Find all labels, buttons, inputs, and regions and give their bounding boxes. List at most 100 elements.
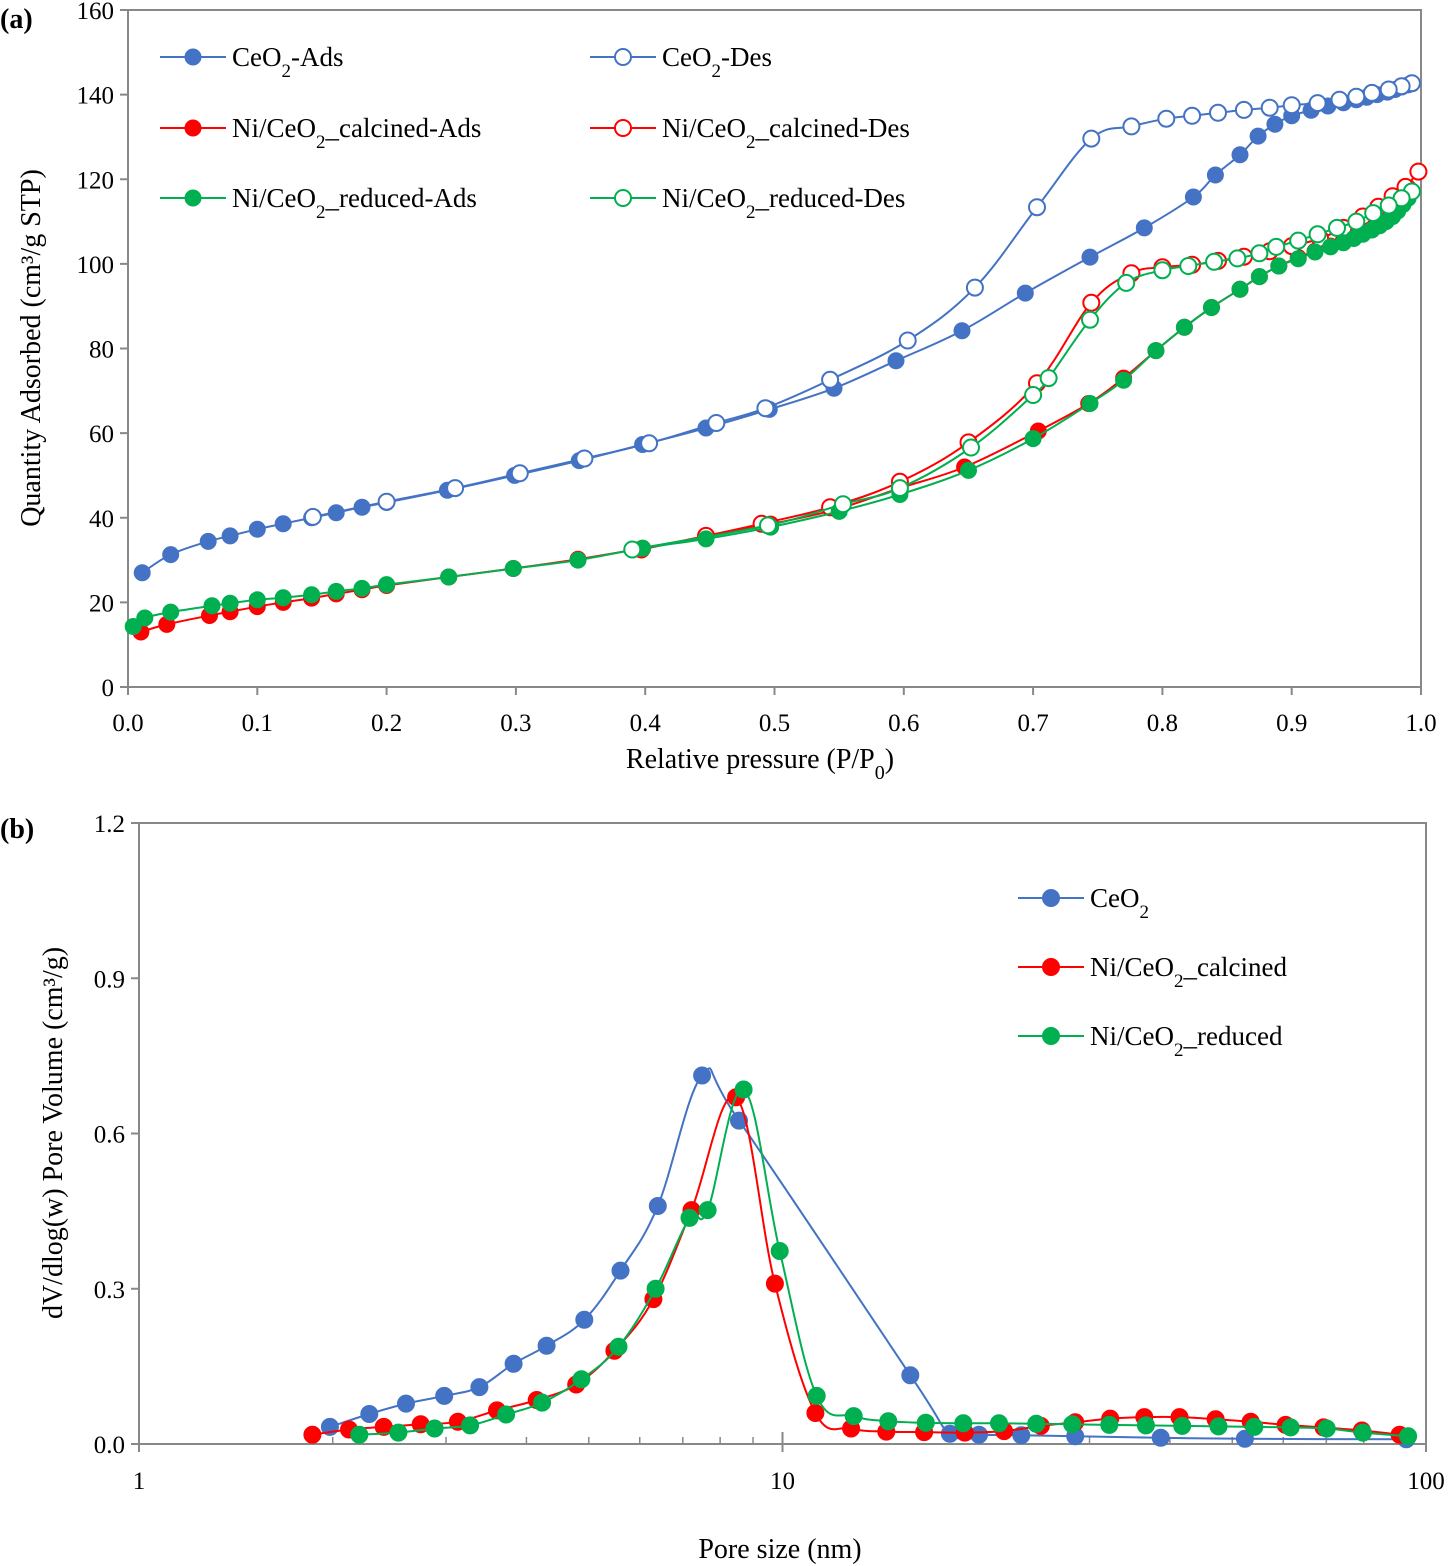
- panel-a-data-point: [1228, 249, 1247, 268]
- legend-marker: [184, 119, 202, 137]
- panel-a-data-point: [575, 449, 594, 468]
- panel-a-data-point: [965, 278, 984, 297]
- panel-a-data-point: [1347, 87, 1366, 106]
- panel-a-x-tick-label: 0.4: [630, 710, 662, 737]
- panel-a-legend-label: Ni/CeO2_calcined-Des: [662, 113, 910, 153]
- panel-a-legend-item: CeO2-Ads: [160, 42, 344, 82]
- panel-a-data-point: [248, 520, 266, 538]
- panel-a-data-point: [136, 609, 154, 627]
- panel-b-plot-frame: [138, 822, 1427, 1445]
- panel-b-data-point: [572, 1370, 591, 1389]
- panel-b-series-0: [320, 1066, 1416, 1449]
- panel-a-x-tick-label: 0.2: [371, 710, 402, 737]
- panel-b-data-point: [425, 1419, 444, 1438]
- panel-a-data-point: [759, 516, 777, 535]
- panel-a-legend-label: Ni/CeO2_calcined-Ads: [232, 113, 481, 153]
- panel-b-data-point: [470, 1378, 489, 1397]
- panel-a-data-point: [133, 564, 151, 582]
- panel-a-y-tick-label: 100: [77, 252, 115, 279]
- panel-b-data-point: [806, 1404, 825, 1422]
- panel-a-series-3: [632, 162, 1428, 559]
- panel-b-data-point: [360, 1405, 379, 1423]
- panel-a-data-point: [1250, 268, 1268, 286]
- panel-b-data-point: [1100, 1415, 1119, 1434]
- panel-b-y-tick-label: 0.6: [94, 1122, 125, 1149]
- legend-marker: [614, 48, 632, 66]
- panel-a-x-tick-label: 0.3: [500, 710, 531, 737]
- panel-a-data-point: [1289, 250, 1307, 268]
- panel-a-data-point: [162, 546, 180, 564]
- panel-a-y-tick-label: 0: [102, 675, 115, 702]
- panel-b-data-point: [844, 1407, 863, 1426]
- panel-a-y-tick-label: 120: [77, 167, 115, 194]
- panel-b-data-point: [990, 1414, 1008, 1433]
- panel-b-data-point: [765, 1274, 784, 1293]
- panel-a-series-5: [623, 182, 1421, 559]
- panel-a-x-tick-label: 0.5: [759, 710, 790, 737]
- panel-b-data-point: [680, 1208, 699, 1227]
- panel-a-legend-item: Ni/CeO2_calcined-Des: [590, 113, 910, 153]
- legend-marker: [1042, 889, 1060, 907]
- panel-b-data-point: [730, 1111, 748, 1130]
- panel-b-data-point: [1353, 1423, 1372, 1442]
- panel-b-y-tick-label: 0.9: [94, 966, 125, 993]
- panel-b-data-point: [879, 1412, 898, 1431]
- panel-a-x-tick-label: 0.6: [888, 710, 919, 737]
- panel-a-x-tick-label: 1.0: [1405, 710, 1436, 737]
- panel-a-data-point: [248, 591, 266, 609]
- panel-b-data-point: [901, 1366, 920, 1385]
- panel-a-data-point: [707, 414, 726, 432]
- panel-b-series-line: [329, 1067, 1407, 1441]
- panel-a-data-point: [1409, 162, 1428, 181]
- panel-b-legend-item: Ni/CeO2_calcined: [1018, 952, 1287, 992]
- panel-a-data-point: [1362, 83, 1381, 102]
- panel-b-label: (b): [0, 814, 34, 845]
- panel-a-series-line: [641, 170, 1420, 551]
- panel-b-data-point: [504, 1354, 523, 1373]
- panel-b-x-axis-title: Pore size (nm): [698, 1534, 861, 1565]
- panel-b-series: [303, 1066, 1418, 1449]
- panel-a-data-point: [1379, 196, 1398, 215]
- panel-a-legend-label: CeO2-Ads: [232, 42, 344, 82]
- panel-a-data-point: [327, 582, 345, 600]
- panel-a-data-point: [623, 540, 642, 559]
- panel-a-data-point: [962, 438, 980, 457]
- panel-a-data-point: [1175, 318, 1193, 336]
- panel-a-series-4: [124, 189, 1417, 635]
- panel-b-data-point: [1281, 1418, 1300, 1437]
- panel-b-x-tick-label: 10: [770, 1468, 795, 1495]
- panel-a-data-point: [1179, 257, 1198, 275]
- panel-b-data-point: [303, 1425, 322, 1444]
- panel-a-data-point: [1081, 310, 1099, 329]
- panel-a-x-ticks: 0.0 0.1 0.2 0.3 0.4 0.5 0.6 0.7 0.8 0.9 1.0: [112, 687, 1437, 737]
- legend-marker: [614, 119, 632, 137]
- panel-a-data-point: [1135, 219, 1153, 237]
- panel-a-data-point: [303, 507, 322, 526]
- panel-b-y-tick-label: 1.2: [94, 811, 125, 838]
- panel-b-data-point: [537, 1336, 556, 1355]
- panel-b-data-point: [1235, 1429, 1254, 1448]
- panel-a-data-point: [1153, 261, 1172, 280]
- panel-a-data-point: [1081, 248, 1099, 266]
- panel-a-data-point: [1209, 103, 1227, 122]
- panel-a-data-point: [124, 618, 142, 635]
- panel-a-data-point: [1117, 273, 1136, 292]
- panel-b-x-tick-label: 100: [1407, 1468, 1445, 1495]
- panel-a-y-tick-label: 40: [89, 506, 114, 533]
- panel-b-data-point: [1209, 1417, 1228, 1436]
- panel-a-data-point: [1260, 98, 1279, 117]
- panel-a-data-point: [1024, 430, 1042, 448]
- panel-b-data-point: [435, 1386, 454, 1405]
- panel-a-data-point: [504, 560, 522, 577]
- panel-b-x-tick-label: 1: [133, 1468, 146, 1495]
- panel-a-legend-label: Ni/CeO2_reduced-Ads: [232, 183, 477, 223]
- legend-marker: [1042, 1027, 1060, 1045]
- panel-a-data-point: [510, 464, 529, 483]
- panel-b-data-point: [611, 1261, 630, 1280]
- panel-b-data-point: [497, 1405, 516, 1424]
- panel-b-data-point: [954, 1414, 973, 1433]
- panel-a-x-tick-label: 0.0: [112, 710, 143, 737]
- panel-a-x-tick-label: 0.9: [1276, 710, 1307, 737]
- panel-a-data-point: [1122, 117, 1141, 136]
- panel-a-data-point: [1203, 299, 1220, 316]
